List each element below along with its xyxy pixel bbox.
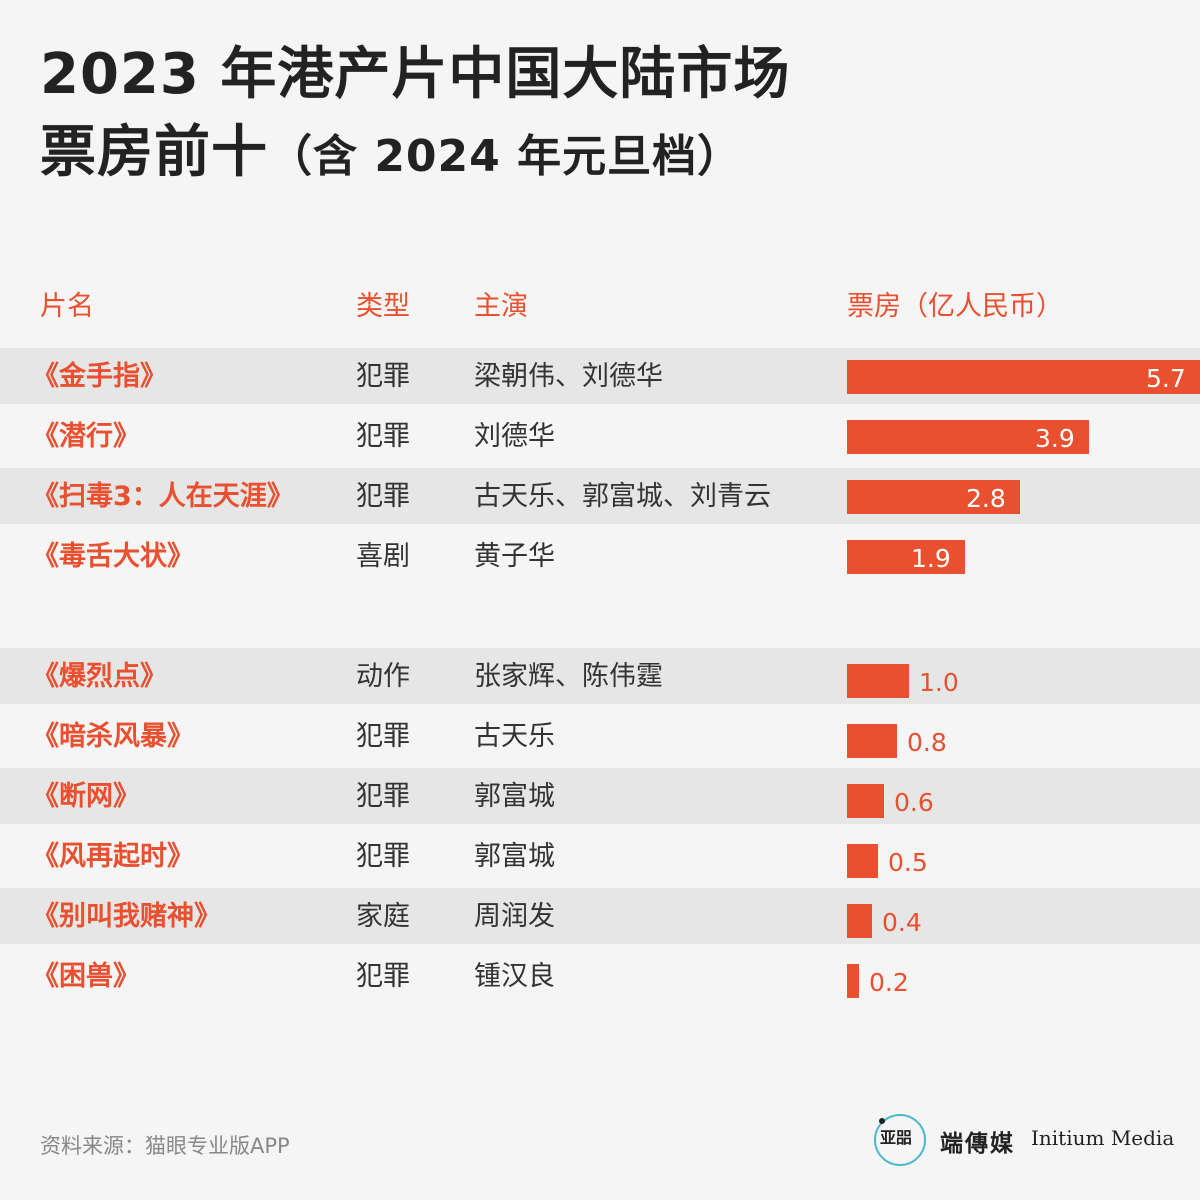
- film-title: 《别叫我赌神》: [32, 901, 221, 932]
- boxoffice-value-label: 3.9: [1035, 424, 1075, 453]
- film-cast: 周润发: [474, 901, 555, 932]
- header-cast: 主演: [474, 291, 528, 322]
- source-note: 资料来源：猫眼专业版APP: [40, 1134, 290, 1158]
- film-cast: 古天乐、郭富城、刘青云: [474, 481, 771, 512]
- film-title: 《爆烈点》: [32, 661, 167, 692]
- title-line-2: 票房前十（含 2024 年元旦档）: [40, 114, 790, 196]
- boxoffice-bar: [847, 540, 965, 574]
- boxoffice-value-label: 0.6: [894, 788, 934, 817]
- boxoffice-bar: [847, 724, 897, 758]
- film-cast: 古天乐: [474, 721, 555, 752]
- initium-logo-icon: [874, 1114, 926, 1166]
- film-genre: 犯罪: [356, 781, 410, 812]
- film-genre: 犯罪: [356, 421, 410, 452]
- chart-title: 2023 年港产片中国大陆市场 票房前十（含 2024 年元旦档）: [40, 36, 790, 196]
- film-cast: 张家辉、陈伟霆: [474, 661, 663, 692]
- film-cast: 黄子华: [474, 541, 555, 572]
- brand-name-cn: 端傳媒: [940, 1130, 1015, 1157]
- boxoffice-value-label: 1.9: [911, 544, 951, 573]
- film-cast: 锺汉良: [474, 961, 555, 992]
- boxoffice-value-label: 2.8: [966, 484, 1006, 513]
- logo-dot: [879, 1118, 885, 1124]
- boxoffice-bar: [847, 480, 1020, 514]
- film-title: 《金手指》: [32, 361, 167, 392]
- boxoffice-value-label: 0.8: [907, 728, 947, 757]
- brand-name-en: Initium Media: [1031, 1126, 1175, 1150]
- film-genre: 犯罪: [356, 481, 410, 512]
- film-genre: 犯罪: [356, 841, 410, 872]
- film-title: 《风再起时》: [32, 841, 194, 872]
- header-name: 片名: [40, 291, 94, 322]
- film-genre: 犯罪: [356, 361, 410, 392]
- table-row-stripe: [0, 648, 1200, 704]
- film-genre: 喜剧: [356, 541, 410, 572]
- boxoffice-bar: [847, 360, 1200, 394]
- header-genre: 类型: [356, 291, 410, 322]
- film-title: 《断网》: [32, 781, 140, 812]
- title-line-2-main: 票房前十: [40, 120, 268, 185]
- boxoffice-bar: [847, 784, 884, 818]
- boxoffice-value-label: 0.4: [882, 908, 922, 937]
- boxoffice-value-label: 1.0: [919, 668, 959, 697]
- film-genre: 家庭: [356, 901, 410, 932]
- film-genre: 动作: [356, 661, 410, 692]
- film-title: 《扫毒3：人在天涯》: [32, 481, 294, 512]
- table-row-stripe: [0, 888, 1200, 944]
- boxoffice-value-label: 5.7: [1146, 364, 1186, 393]
- title-line-1: 2023 年港产片中国大陆市场: [40, 42, 791, 107]
- title-line-2-sub: （含 2024 年元旦档）: [268, 131, 743, 182]
- boxoffice-bar: [847, 844, 878, 878]
- film-cast: 郭富城: [474, 841, 555, 872]
- table-row-stripe: [0, 768, 1200, 824]
- film-genre: 犯罪: [356, 961, 410, 992]
- boxoffice-bar: [847, 904, 872, 938]
- film-title: 《毒舌大状》: [32, 541, 194, 572]
- film-title: 《潜行》: [32, 421, 140, 452]
- logo-mark: 亚㗊: [880, 1128, 913, 1147]
- boxoffice-bar: [847, 420, 1089, 454]
- film-title: 《困兽》: [32, 961, 140, 992]
- boxoffice-bar: [847, 664, 909, 698]
- boxoffice-value-label: 0.2: [869, 968, 909, 997]
- boxoffice-value-label: 0.5: [888, 848, 928, 877]
- boxoffice-bar: [847, 964, 859, 998]
- film-cast: 刘德华: [474, 421, 555, 452]
- header-boxoffice: 票房（亿人民币）: [847, 291, 1063, 322]
- film-cast: 梁朝伟、刘德华: [474, 361, 663, 392]
- film-genre: 犯罪: [356, 721, 410, 752]
- film-cast: 郭富城: [474, 781, 555, 812]
- film-title: 《暗杀风暴》: [32, 721, 194, 752]
